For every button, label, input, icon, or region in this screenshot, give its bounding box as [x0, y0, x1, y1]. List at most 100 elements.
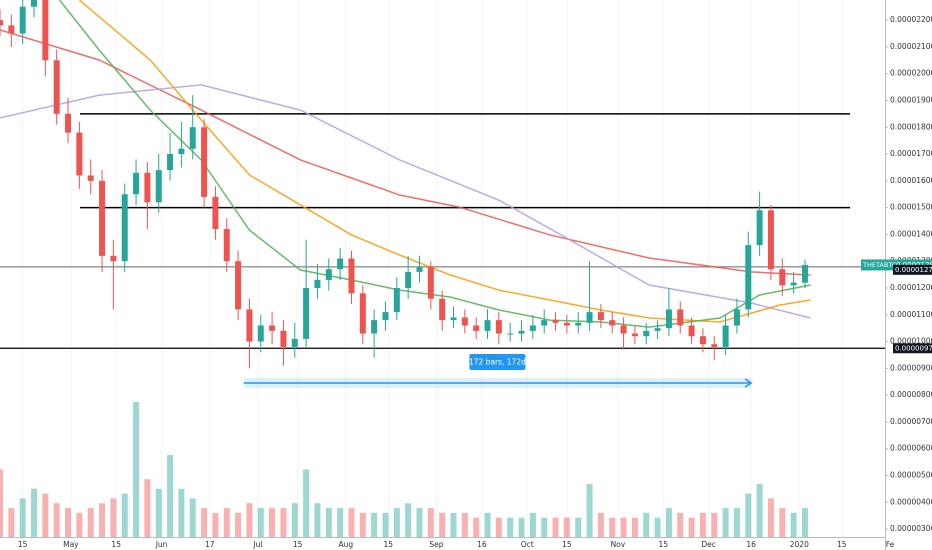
candle-body	[189, 127, 196, 149]
candle-body	[563, 322, 570, 326]
candle-body	[359, 293, 366, 334]
x-tick-label: Oct	[521, 540, 534, 549]
volume-bar	[575, 517, 582, 537]
volume-bar	[699, 512, 706, 537]
volume-bar	[654, 517, 661, 537]
volume-bar	[133, 402, 140, 537]
candle-body	[393, 287, 400, 313]
x-tick-label: Jul	[252, 540, 262, 549]
candle-body	[325, 269, 332, 280]
volume-bar	[8, 508, 15, 537]
candle-body	[654, 328, 661, 331]
candle-body	[643, 330, 650, 337]
y-tick-label: 0.00001800	[890, 122, 932, 131]
volume-bar	[223, 508, 230, 537]
candle-body	[155, 170, 162, 203]
y-tick-label: 0.00002100	[890, 42, 932, 51]
x-tick-label: Jun	[155, 540, 168, 549]
y-tick-label: 0.00002000	[890, 69, 932, 78]
volume-bar	[235, 512, 242, 537]
candle-body	[382, 312, 389, 321]
candle-body	[439, 298, 446, 321]
volume-bar	[711, 512, 718, 537]
candle-body	[303, 287, 310, 339]
y-tick-label: 0.00000300	[890, 524, 932, 533]
volume-bar	[609, 517, 616, 537]
candle-body	[484, 320, 491, 331]
price-tag	[893, 343, 932, 354]
volume-bar	[677, 512, 684, 537]
volume-bar	[257, 508, 264, 537]
arrow-head	[744, 378, 753, 388]
volume-bar	[303, 469, 310, 537]
candle-body	[620, 325, 627, 334]
candle-body	[223, 229, 230, 262]
candle-body	[19, 6, 26, 34]
candle-body	[529, 325, 536, 331]
candle-body	[53, 60, 60, 114]
price-tag	[893, 264, 932, 275]
volume-bar	[189, 498, 196, 537]
candle-body	[65, 113, 72, 133]
volume-bar	[563, 517, 570, 537]
candle-body	[473, 325, 480, 331]
volume-bar	[450, 512, 457, 537]
candle-body	[337, 258, 344, 270]
symbol-label: THETABTC	[862, 261, 897, 269]
candle-body	[76, 132, 83, 176]
y-tick-label: 0.00000900	[890, 363, 932, 372]
volume-bar	[745, 493, 752, 537]
volume-bar	[529, 512, 536, 537]
x-tick-label: 2020	[790, 540, 809, 549]
candle-body	[371, 320, 378, 334]
x-tick-label: 15	[562, 540, 572, 549]
volume-bar	[586, 483, 593, 537]
candle-body	[461, 317, 468, 326]
candle-body	[518, 330, 525, 334]
volume-bar	[280, 508, 287, 537]
volume-bar	[155, 488, 162, 537]
candle-body	[144, 172, 151, 203]
volume-bar	[439, 512, 446, 537]
volume-bar	[801, 508, 808, 537]
candle-body	[597, 312, 604, 321]
volume-bar	[405, 503, 412, 537]
volume-bar	[631, 517, 638, 537]
candle-body	[31, 0, 38, 7]
volume-bar	[325, 508, 332, 537]
x-tick-label: Nov	[611, 540, 626, 549]
range-label-box	[469, 354, 526, 370]
volume-bar	[348, 508, 355, 537]
candle-body	[722, 325, 729, 347]
y-tick-label: 0.00000400	[890, 497, 932, 506]
candle-body	[779, 269, 786, 286]
volume-bar	[733, 508, 740, 537]
candle-body	[450, 317, 457, 321]
y-tick-label: 0.00000800	[890, 390, 932, 399]
volume-bar	[291, 503, 298, 537]
volume-bar	[87, 508, 94, 537]
y-tick-label: 0.00001200	[890, 283, 932, 292]
candle-body	[416, 266, 423, 272]
candle-body	[677, 309, 684, 326]
candle-body	[87, 175, 94, 181]
volume-bar	[484, 512, 491, 537]
volume-bar	[110, 498, 117, 537]
x-tick-label: Fe	[886, 540, 895, 549]
candle-body	[733, 309, 740, 326]
volume-bar	[337, 508, 344, 537]
volume-bar	[0, 469, 3, 537]
candle-body	[257, 325, 264, 342]
volume-bar	[382, 512, 389, 537]
candle-body	[246, 309, 253, 342]
candle-body	[269, 325, 276, 331]
volume-bar	[541, 517, 548, 537]
candle-body	[291, 338, 298, 347]
volume-bar	[722, 508, 729, 537]
volume-bar	[167, 455, 174, 537]
volume-bar	[790, 512, 797, 537]
x-tick-label: 16	[477, 540, 487, 549]
candle-body	[314, 279, 321, 288]
volume-bar	[767, 498, 774, 537]
